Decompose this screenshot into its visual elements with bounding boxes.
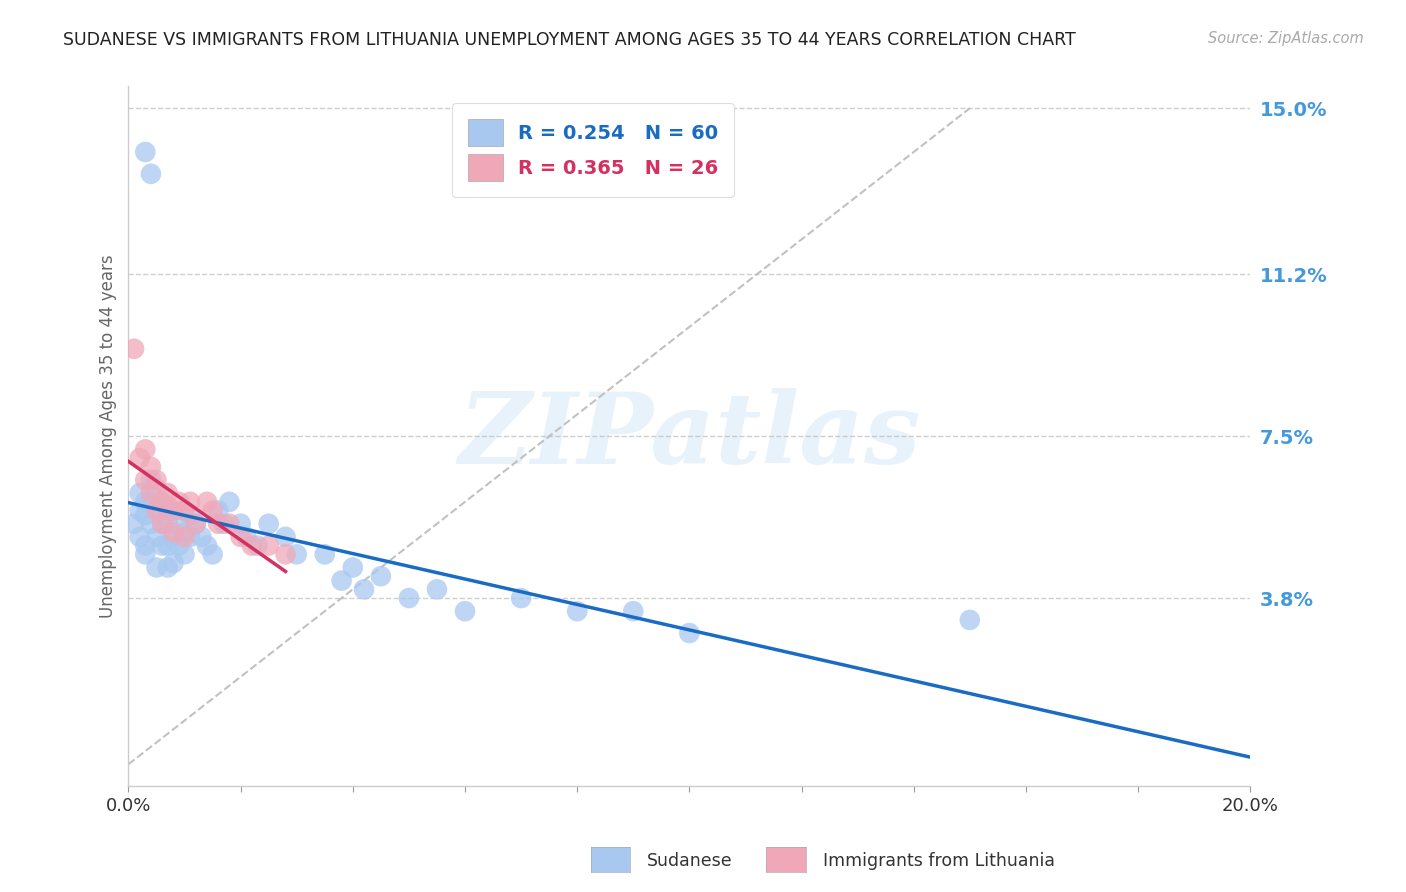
Point [145,482,167,496]
Point [150,495,173,509]
Point [162,503,184,517]
Point [274,547,297,561]
Point [173,503,195,517]
Point [167,495,190,509]
Point [173,547,195,561]
Point [122,342,145,356]
Point [207,516,229,531]
Point [145,560,167,574]
Point [229,516,252,531]
Point [195,539,218,553]
Point [162,525,184,540]
Point [139,486,162,500]
Point [156,503,179,517]
Text: Source: ZipAtlas.com: Source: ZipAtlas.com [1208,31,1364,46]
Point [134,473,156,487]
Point [167,516,190,531]
Point [134,442,156,457]
Point [370,569,392,583]
Point [156,560,179,574]
Point [201,503,224,517]
Point [139,473,162,487]
Text: SUDANESE VS IMMIGRANTS FROM LITHUANIA UNEMPLOYMENT AMONG AGES 35 TO 44 YEARS COR: SUDANESE VS IMMIGRANTS FROM LITHUANIA UN… [63,31,1076,49]
Point [173,530,195,544]
Point [257,539,280,553]
Point [139,167,162,181]
Point [567,604,589,618]
Point [314,547,336,561]
Point [274,530,297,544]
Point [134,547,156,561]
Point [150,516,173,531]
Y-axis label: Unemployment Among Ages 35 to 44 years: Unemployment Among Ages 35 to 44 years [100,254,117,618]
Point [621,604,644,618]
Point [195,495,218,509]
Text: Immigrants from Lithuania: Immigrants from Lithuania [823,852,1054,870]
Point [454,604,477,618]
Point [218,495,240,509]
Point [426,582,449,597]
Point [134,145,156,159]
Point [212,516,235,531]
Point [353,582,375,597]
Point [218,516,240,531]
Point [162,530,184,544]
Point [150,516,173,531]
Point [145,503,167,517]
Point [150,539,173,553]
Point [330,574,353,588]
Point [134,508,156,522]
Point [139,459,162,474]
Point [179,508,201,522]
Text: Sudanese: Sudanese [647,852,733,870]
Point [184,516,207,531]
Point [156,516,179,531]
Point [246,539,269,553]
Point [128,486,150,500]
Point [179,530,201,544]
Point [145,530,167,544]
Point [342,560,364,574]
Point [510,591,533,605]
Point [285,547,308,561]
Point [173,503,195,517]
Point [398,591,420,605]
Point [173,525,195,540]
Point [134,495,156,509]
Point [229,530,252,544]
Point [128,451,150,466]
Point [201,547,224,561]
Point [959,613,981,627]
Point [139,495,162,509]
Point [235,530,257,544]
Point [162,556,184,570]
Point [145,503,167,517]
Point [179,495,201,509]
Point [184,516,207,531]
Text: ZIPatlas: ZIPatlas [458,388,921,484]
Point [156,539,179,553]
Point [150,495,173,509]
Point [122,516,145,531]
Point [134,539,156,553]
Point [156,486,179,500]
Point [167,539,190,553]
Legend: R = 0.254   N = 60, R = 0.365   N = 26: R = 0.254 N = 60, R = 0.365 N = 26 [453,103,734,197]
Point [190,530,212,544]
Point [240,539,263,553]
Point [678,626,700,640]
Point [145,473,167,487]
Point [257,516,280,531]
Point [139,516,162,531]
Point [162,503,184,517]
Point [128,530,150,544]
Point [207,503,229,517]
Point [128,503,150,517]
